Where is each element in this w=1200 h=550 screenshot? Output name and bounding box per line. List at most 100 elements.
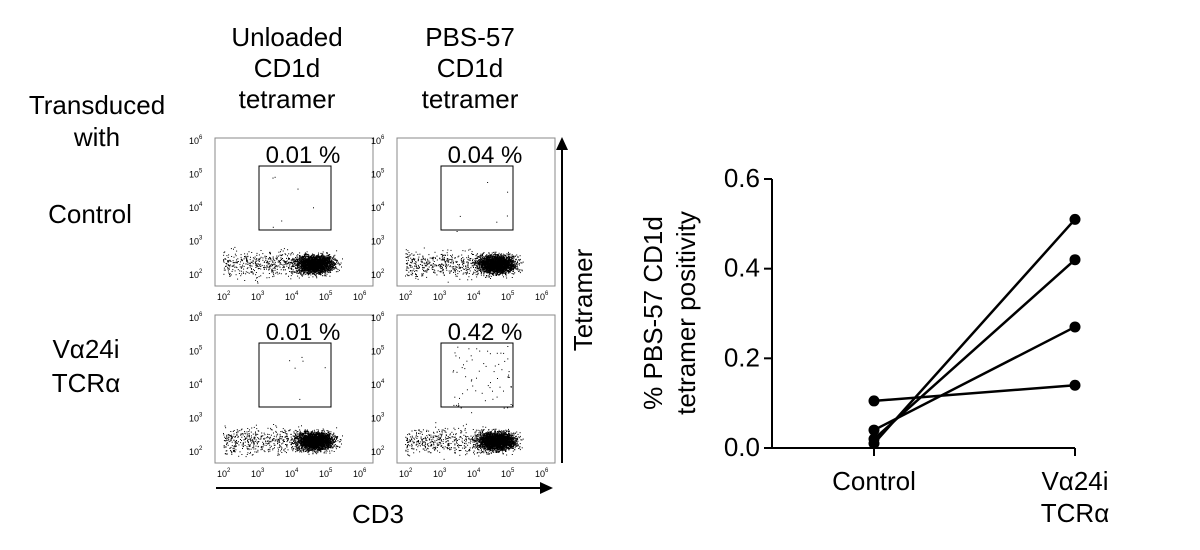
event-dot: [224, 269, 226, 271]
event-dot: [323, 270, 325, 272]
event-dot: [255, 259, 257, 261]
event-dot: [319, 266, 320, 268]
event-dot: [272, 262, 274, 263]
event-dot: [308, 260, 310, 262]
event-dot: [329, 260, 330, 262]
event-dot: [290, 271, 292, 273]
event-dot: [341, 266, 342, 268]
event-dot: [304, 252, 306, 254]
event-dot: [317, 266, 319, 268]
event-dot: [319, 261, 321, 263]
event-dot: [316, 267, 318, 269]
event-cloud: [223, 176, 343, 284]
event-dot: [314, 272, 316, 273]
event-dot: [320, 262, 322, 264]
event-dot: [293, 265, 295, 267]
event-dot: [276, 265, 278, 267]
event-dot: [512, 266, 514, 268]
event-dot: [310, 262, 312, 264]
event-dot: [332, 263, 334, 265]
event-dot: [254, 261, 256, 263]
event-dot: [304, 254, 305, 256]
event-dot: [248, 251, 250, 253]
event-dot: [305, 258, 307, 260]
event-dot: [332, 268, 334, 270]
row1-label: Control: [48, 199, 132, 229]
event-dot: [495, 254, 497, 255]
event-dot: [288, 258, 290, 260]
event-dot: [228, 261, 229, 263]
event-dot: [298, 263, 300, 265]
event-dot: [516, 263, 518, 265]
event-dot: [336, 259, 338, 261]
event-dot: [237, 261, 238, 263]
event-dot: [287, 255, 288, 257]
event-dot: [260, 265, 262, 267]
event-dot: [327, 265, 329, 267]
event-dot: [310, 263, 312, 265]
event-dot: [482, 257, 484, 259]
event-dot: [326, 264, 328, 266]
event-dot: [296, 271, 298, 273]
event-dot: [332, 262, 334, 264]
event-dot: [256, 265, 258, 267]
row2-label-line2: TCRα: [52, 368, 120, 398]
event-dot: [329, 275, 331, 277]
event-dot: [262, 259, 264, 261]
event-dot: [301, 270, 303, 272]
event-dot: [255, 274, 257, 276]
event-dot: [315, 264, 317, 266]
event-dot: [251, 262, 253, 263]
event-dot: [324, 270, 326, 272]
event-dot: [307, 265, 309, 267]
event-dot: [308, 269, 310, 271]
event-dot: [305, 270, 307, 272]
event-dot: [271, 270, 273, 272]
event-dot: [288, 262, 290, 264]
event-dot: [317, 269, 319, 271]
event-dot: [494, 258, 496, 260]
event-dot: [224, 258, 226, 259]
event-dot: [290, 275, 292, 277]
event-dot: [328, 270, 330, 272]
event-dot: [305, 257, 307, 259]
event-dot: [287, 249, 289, 251]
event-dot: [326, 268, 328, 270]
event-dot: [325, 269, 327, 271]
event-dot: [292, 258, 294, 260]
event-dot: [338, 264, 340, 266]
event-dot: [332, 266, 334, 268]
event-dot: [251, 265, 253, 267]
event-dot: [517, 256, 519, 258]
event-dot: [312, 262, 314, 264]
event-dot: [275, 272, 277, 274]
event-dot: [298, 272, 300, 274]
event-dot: [252, 269, 254, 271]
event-dot: [259, 257, 261, 259]
event-dot: [306, 265, 308, 267]
event-dot: [475, 262, 477, 263]
event-dot: [312, 263, 313, 265]
event-dot: [317, 268, 319, 270]
event-dot: [327, 257, 329, 259]
event-dot: [309, 272, 311, 274]
event-dot: [321, 256, 323, 258]
event-dot: [247, 271, 249, 273]
event-dot: [292, 263, 293, 265]
event-dot: [268, 267, 270, 269]
row-headers: Transduced with Control Vα24i TCRα: [29, 90, 165, 398]
event-dot: [235, 274, 237, 276]
event-dot: [318, 266, 320, 268]
event-dot: [306, 260, 308, 262]
event-dot: [255, 266, 257, 268]
event-dot: [329, 262, 331, 264]
event-dot: [318, 264, 320, 265]
event-dot: [316, 273, 318, 275]
event-dot: [305, 264, 307, 266]
event-dot: [314, 258, 316, 260]
event-dot: [285, 261, 287, 262]
event-dot: [322, 267, 324, 269]
event-dot: [323, 264, 325, 266]
event-dot: [301, 264, 303, 266]
event-dot: [332, 257, 334, 259]
